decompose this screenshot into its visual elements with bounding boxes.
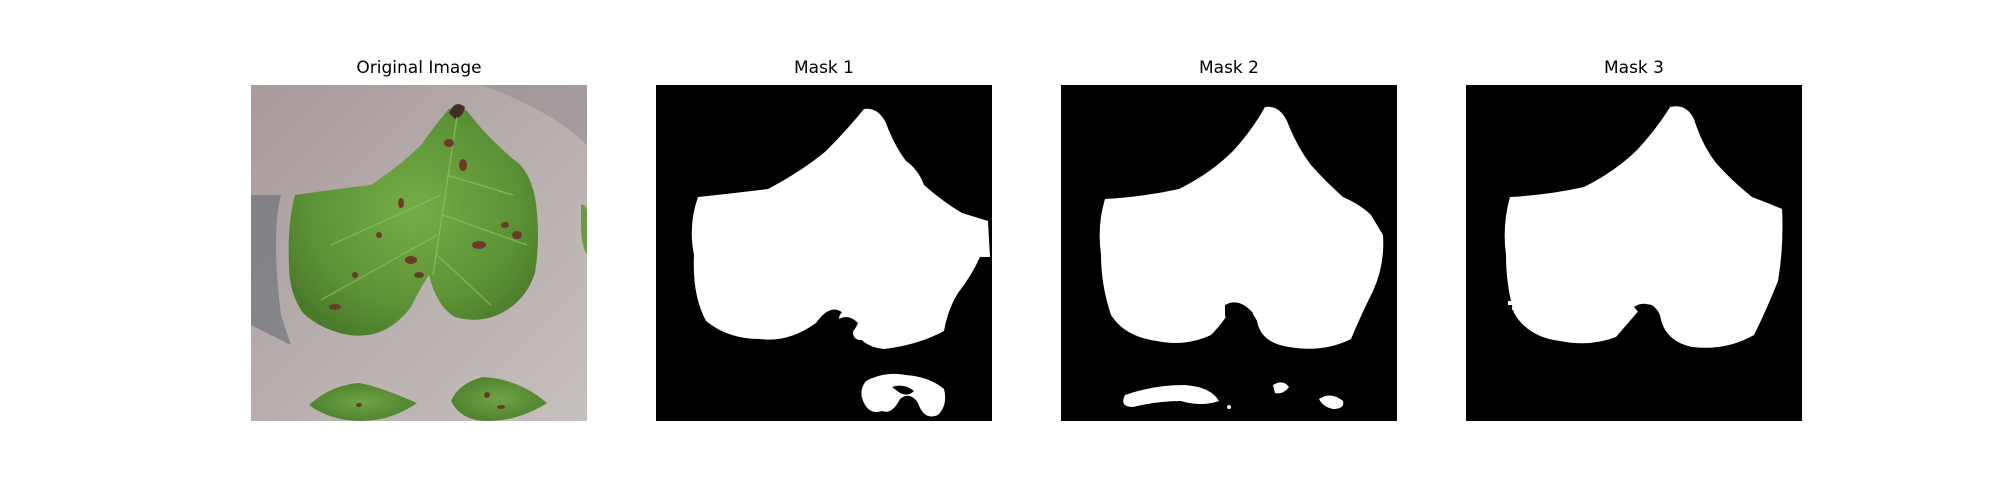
- mask-gap: [1634, 303, 1658, 321]
- original-image: [251, 85, 587, 421]
- partial-leaf-right: [581, 204, 587, 255]
- leaf-stem: [449, 104, 465, 119]
- shadow: [481, 85, 587, 145]
- bottom-mask-speck: [1319, 395, 1344, 409]
- panel-title-original-image: Original Image: [356, 58, 482, 78]
- leaf-shadow: [251, 195, 291, 345]
- panel-title-mask-1: Mask 1: [793, 58, 854, 78]
- bottom-mask-speck: [1273, 382, 1289, 394]
- mask-2-image: [1061, 85, 1397, 421]
- mask-1-image: [656, 85, 992, 421]
- bottom-leaf-right: [451, 377, 547, 421]
- bottom-mask-patch: [861, 373, 946, 417]
- main-leaf: [288, 107, 538, 336]
- mask-3-panel: [1466, 85, 1802, 421]
- mask-blob: [853, 326, 867, 340]
- bottom-mask-speck: [1227, 405, 1231, 409]
- mask-fringe: [1508, 301, 1516, 310]
- bottom-leaf-left: [309, 383, 417, 421]
- mask-3-image: [1466, 85, 1802, 421]
- bottom-leaf-spots: [356, 392, 505, 409]
- disease-spots: [329, 139, 522, 310]
- mask-1-panel: [656, 85, 992, 421]
- mask-gap: [1225, 302, 1253, 335]
- bottom-mask-patch: [1123, 385, 1219, 407]
- mask-gap: [834, 317, 858, 336]
- leaf-mask-region: [1099, 106, 1384, 349]
- original-image-panel: [251, 85, 587, 421]
- panel-title-mask-2: Mask 2: [1198, 58, 1259, 78]
- panel-title-mask-3: Mask 3: [1603, 58, 1664, 78]
- leaf-mask-region: [1504, 106, 1783, 348]
- mask-gap: [892, 385, 914, 395]
- mask-2-panel: [1061, 85, 1397, 421]
- leaf-mask-region: [691, 108, 990, 350]
- leaf-veins: [320, 116, 528, 306]
